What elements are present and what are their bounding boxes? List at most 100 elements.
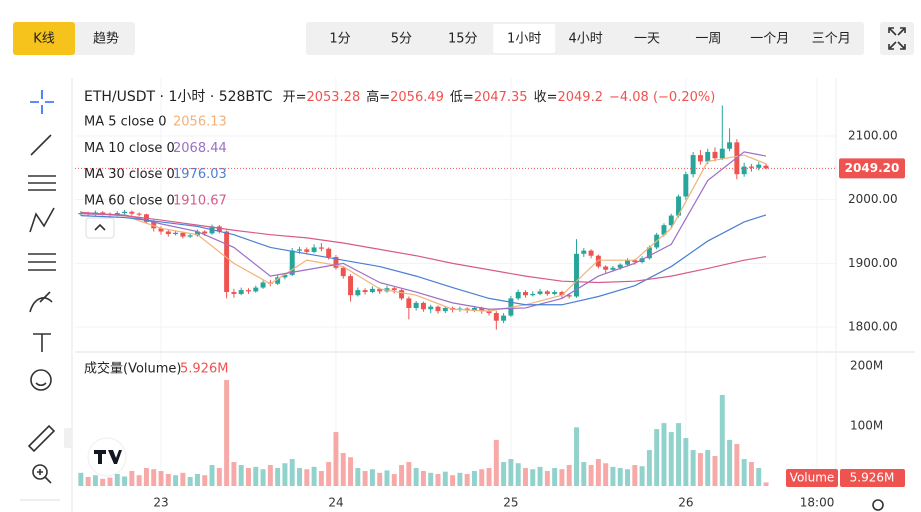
brush-tool[interactable]: [29, 291, 53, 313]
candle-body: [289, 250, 295, 275]
candle-body: [530, 293, 536, 296]
candle-body: [173, 232, 179, 235]
candle-body: [552, 292, 558, 294]
emoji-tool[interactable]: [30, 369, 52, 391]
tradingview-logo: [87, 437, 127, 477]
volume-bar: [267, 465, 273, 486]
candle-body: [610, 267, 616, 270]
timeframe-tab[interactable]: 三个月: [812, 32, 851, 47]
candle-body: [522, 292, 528, 296]
settings-icon[interactable]: [872, 499, 884, 511]
timeframe-tab[interactable]: 5分: [391, 32, 412, 47]
volume-bar: [246, 468, 251, 486]
candle-body: [100, 212, 106, 214]
price-tick-label: 1900.00: [848, 256, 898, 270]
text-tool[interactable]: [33, 333, 51, 352]
candle-body: [632, 260, 638, 263]
legend-collapse-icon: [94, 223, 106, 231]
timeframe-tab[interactable]: 1小时: [507, 32, 541, 47]
volume-bar: [676, 423, 682, 486]
candle-body: [238, 290, 244, 294]
volume-bar: [741, 459, 747, 486]
volume-bar: [260, 469, 266, 486]
candle-body: [318, 247, 324, 249]
ma-legend-value: 2056.13: [173, 115, 227, 130]
volume-bar: [114, 474, 120, 486]
volume-bar: [129, 471, 135, 486]
ruler-tool[interactable]: [27, 424, 56, 453]
volume-bar: [297, 468, 302, 486]
legend-collapse[interactable]: [85, 217, 115, 239]
volume-bar: [143, 468, 149, 486]
candle-body: [340, 267, 346, 277]
volume-last-label: 5.926M: [850, 471, 895, 485]
line-tool[interactable]: [30, 134, 52, 156]
header-part: 开=: [283, 90, 307, 105]
volume-bar: [216, 468, 222, 486]
candle-body: [668, 215, 674, 226]
last-price-box: [839, 158, 905, 179]
volume-bar: [705, 450, 711, 486]
timeframe-tab[interactable]: 4小时: [568, 32, 602, 47]
timeframe-tab[interactable]: 一天: [634, 32, 660, 47]
candle-body: [122, 211, 128, 214]
volume-bar: [727, 439, 733, 486]
candle-body: [493, 313, 499, 321]
volume-bar: [559, 469, 565, 486]
volume-bar: [486, 468, 492, 486]
emoji-smile: [35, 382, 47, 387]
fib-tool[interactable]: [28, 175, 56, 191]
timeframe-tab[interactable]: 一个月: [750, 32, 789, 47]
timeframe-tab[interactable]: 15分: [448, 32, 478, 47]
timeframe-tab[interactable]: 一周: [695, 32, 721, 47]
volume-bar: [734, 444, 740, 486]
candle-body: [297, 249, 302, 251]
volume-bar: [173, 475, 179, 486]
mode-tab[interactable]: K线: [33, 32, 55, 47]
volume-bar: [712, 456, 718, 486]
pattern-tool[interactable]: [29, 207, 55, 233]
prediction-tool[interactable]: [28, 253, 56, 271]
candle-body: [326, 248, 332, 257]
candle-body: [165, 231, 171, 235]
candle-body: [158, 228, 164, 232]
fullscreen-button[interactable]: [880, 22, 914, 55]
candle-body: [544, 291, 550, 294]
candle-body: [180, 232, 186, 237]
volume-bar: [151, 469, 157, 486]
candle-body: [420, 302, 426, 310]
candle-body: [246, 290, 251, 292]
header-part: 高=: [366, 89, 390, 105]
toolbar-collapse[interactable]: [64, 428, 72, 448]
candle-body: [114, 213, 120, 215]
zoom-icon: [37, 469, 52, 484]
volume-title: 成交量(Volume): [84, 361, 182, 377]
timeframe-active: [493, 24, 556, 53]
timeframe-tab[interactable]: 1分: [329, 32, 350, 47]
candle-body: [574, 253, 579, 297]
header-part: 2056.49: [390, 90, 444, 105]
price-tick-label: 1800.00: [848, 320, 898, 334]
volume-bar: [92, 475, 98, 486]
candle-body: [741, 166, 747, 175]
mode-tab[interactable]: 趋势: [93, 31, 119, 47]
crosshair-tool[interactable]: [30, 90, 54, 114]
ma-legend-value: 1910.67: [173, 193, 227, 208]
volume-bar: [428, 472, 434, 486]
volume-bar: [457, 472, 463, 486]
candle-body: [712, 151, 718, 159]
candle-body: [333, 256, 339, 268]
volume-bar: [625, 469, 631, 486]
candle-body: [603, 266, 609, 270]
volume-bar: [748, 462, 754, 486]
volume-bar: [668, 432, 674, 486]
volume-bar: [362, 471, 368, 486]
drawing-toolbar: [20, 90, 72, 501]
volume-bar: [318, 471, 324, 486]
volume-bar: [588, 465, 594, 486]
volume-bar: [632, 465, 638, 486]
time-tick-label: 18:00: [800, 496, 835, 510]
zoom-tool[interactable]: [32, 464, 48, 480]
volume-bar: [566, 465, 572, 486]
volume-bar: [304, 469, 310, 486]
